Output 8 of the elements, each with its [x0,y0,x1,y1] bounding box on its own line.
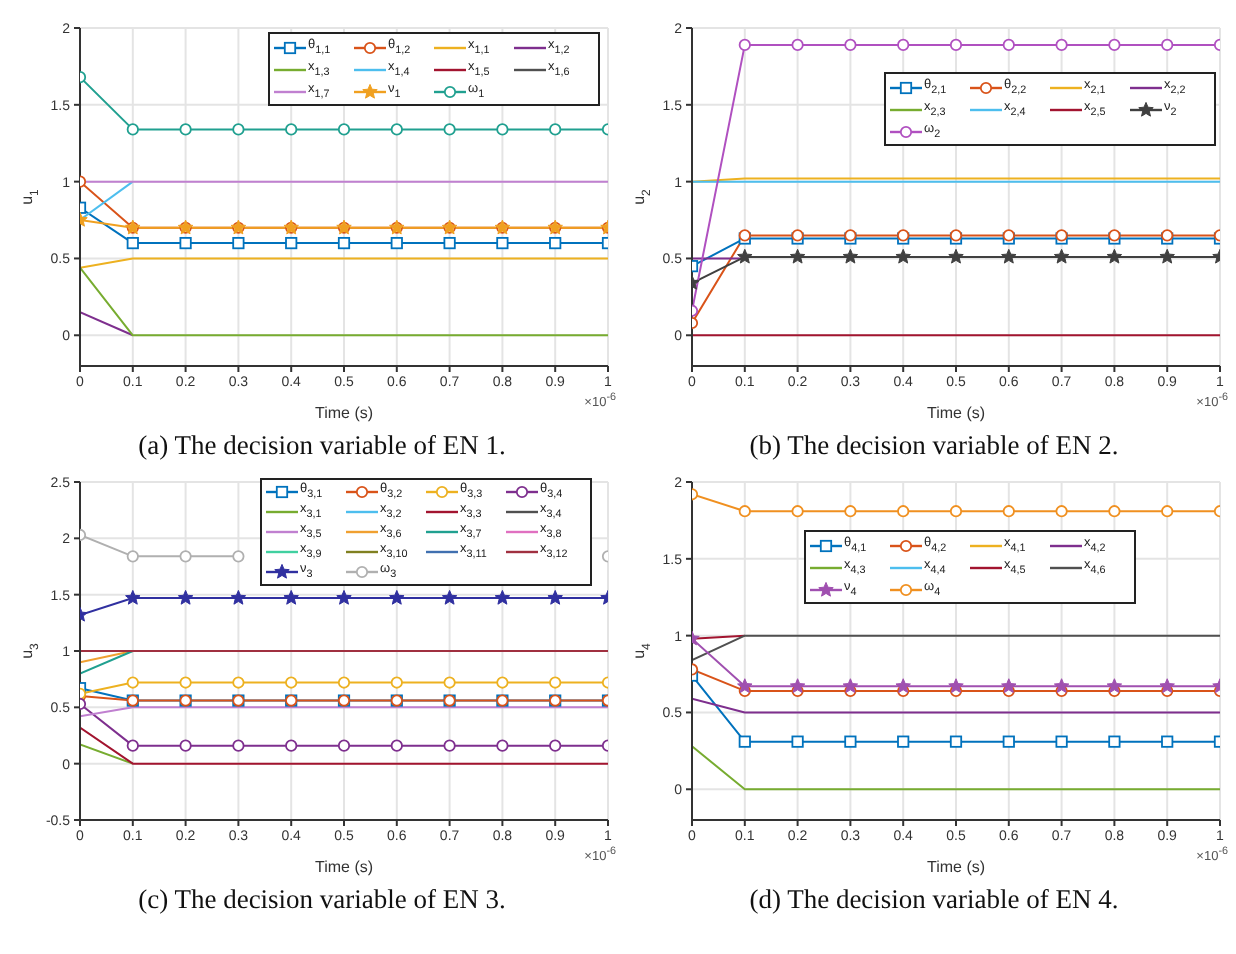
text: (d) The decision variable of EN 4. [747,884,1121,916]
x-axis-title: Time (s) [926,858,986,876]
text: (c) The decision variable of EN 3. [136,884,508,916]
text: (b) The decision variable of EN 2. [747,430,1121,462]
text: (a) The decision variable of EN 1. [136,430,508,462]
x-axis-title: Time (s) [314,858,374,876]
x-axis-title: Time (s) [314,404,374,422]
x-axis-title: Time (s) [926,404,986,422]
